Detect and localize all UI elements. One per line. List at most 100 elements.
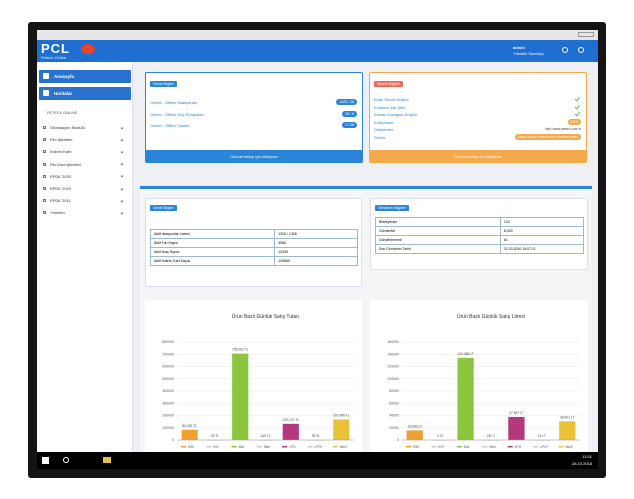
value-label: 167,906 TL bbox=[333, 413, 350, 417]
y-tick-label: 600000 bbox=[162, 365, 174, 369]
status-check bbox=[574, 103, 581, 109]
clock-time: 11:51 bbox=[582, 454, 592, 459]
status-label[interactable]: Online - Offline İstasyonlar bbox=[150, 100, 198, 105]
value-label: 14 LT bbox=[538, 434, 546, 438]
partner-logo bbox=[81, 44, 95, 54]
table-row: Son Gönderim Tarihi 21.03.2020 15:07:11 bbox=[375, 244, 585, 254]
value-label: 37,657 LT bbox=[509, 411, 524, 415]
legend-swatch bbox=[231, 446, 237, 448]
bar bbox=[432, 439, 449, 441]
legend-swatch bbox=[456, 446, 462, 448]
nav-icon bbox=[43, 90, 49, 96]
system-value: 3.5.0 bbox=[567, 119, 581, 125]
y-tick-label: 120000 bbox=[387, 365, 399, 369]
info-card: Genel Bilgiler Aktif İstasyonlar Listesi… bbox=[145, 198, 362, 287]
table-row: Aktif İndirim Kart Sayısı 126669 bbox=[149, 256, 358, 266]
menu-icon bbox=[43, 199, 46, 203]
status-label[interactable]: Online - Offline Köy Pompaları bbox=[150, 111, 204, 117]
table-cell: Bekleyenler bbox=[375, 217, 501, 227]
nav-item[interactable]: Haritalar bbox=[39, 87, 131, 100]
logo-subtitle: Petech Online bbox=[41, 55, 67, 60]
system-label: Kütüphane bbox=[374, 119, 394, 125]
legend-swatch bbox=[533, 446, 539, 448]
menu-item[interactable]: Yönetim bbox=[50, 210, 65, 216]
logout-icon[interactable] bbox=[578, 47, 584, 53]
legend-swatch bbox=[482, 446, 488, 448]
menu-icon bbox=[43, 174, 46, 178]
bar bbox=[181, 429, 198, 440]
menu-item[interactable]: Filo İşlemleri bbox=[50, 137, 73, 143]
chart-card: Ürün Bazlı Günlük Satış Tutarı 0 100000 200… bbox=[145, 300, 362, 452]
menu-item[interactable]: EPDK 2015 bbox=[50, 186, 71, 191]
search-icon[interactable] bbox=[63, 457, 69, 463]
table-cell: 8.433 bbox=[499, 226, 585, 236]
window-buttons[interactable] bbox=[578, 32, 594, 37]
value-label: 140 TL bbox=[260, 434, 270, 438]
y-tick-label: 0 bbox=[397, 438, 399, 442]
explorer-icon[interactable] bbox=[103, 457, 111, 463]
legend-label: LPG+ bbox=[314, 445, 323, 449]
table-cell: Aktif Araç Sayısı bbox=[149, 247, 276, 257]
menu-caret bbox=[120, 211, 124, 215]
table-row: Aktif İstasyonlar Listesi 1326 / 1326 bbox=[149, 229, 358, 239]
legend-swatch bbox=[558, 446, 564, 448]
table-cell: Aktif Filo Sayısı bbox=[149, 238, 276, 248]
status-card: Genel Bilgiler Güncel detay için tıklayı… bbox=[145, 72, 363, 163]
bar bbox=[257, 439, 274, 441]
settings-icon[interactable] bbox=[562, 47, 568, 53]
y-tick-label: 160000 bbox=[387, 340, 399, 344]
legend-swatch bbox=[431, 446, 437, 448]
data-table: Aktif İstasyonlar Listesi 1326 / 1326 Akti… bbox=[149, 229, 358, 266]
clock-date: 28.10.2018 bbox=[571, 461, 592, 466]
card-footer[interactable]: Güncel detay için tıklayınız bbox=[146, 150, 362, 163]
table-cell: Aktif İndirim Kart Sayısı bbox=[149, 256, 276, 266]
start-button[interactable] bbox=[42, 457, 49, 464]
legend-swatch bbox=[406, 446, 411, 448]
logo[interactable]: PCL bbox=[41, 41, 70, 56]
nav-item[interactable]: Anasayfa bbox=[39, 70, 131, 83]
menu-item[interactable]: EPDK 2011 bbox=[50, 198, 71, 204]
status-badge: 1326 / 28 bbox=[336, 99, 357, 105]
table-cell: Son Gönderim Tarihi bbox=[375, 244, 501, 254]
y-tick-label: 80000 bbox=[389, 389, 399, 393]
y-tick-label: 0 bbox=[172, 438, 174, 442]
menu-caret bbox=[120, 174, 124, 178]
menu-icon bbox=[43, 211, 46, 215]
section-label: PETECK ONLINE bbox=[47, 111, 78, 115]
system-label: Gelişmeler bbox=[374, 127, 394, 132]
table-row: Gönderildi 8.433 bbox=[375, 226, 585, 236]
legend-label: Mot bbox=[239, 445, 245, 449]
menu-item[interactable]: İndirim Kartı bbox=[50, 149, 72, 155]
menu-icon bbox=[43, 126, 46, 129]
y-tick-label: 700000 bbox=[162, 352, 174, 356]
card-title: Sistem Bilgileri bbox=[374, 81, 403, 87]
bar bbox=[482, 439, 500, 441]
bar bbox=[232, 353, 249, 440]
table-cell: 3556 bbox=[274, 238, 358, 248]
y-tick-label: 300000 bbox=[162, 401, 174, 405]
menu-icon bbox=[43, 138, 46, 142]
table-cell: 134 bbox=[499, 217, 585, 227]
menu-item[interactable]: EPDK 2020 bbox=[50, 173, 71, 179]
legend-label: K97 bbox=[438, 445, 444, 449]
legend-label: Mm2 bbox=[566, 445, 573, 449]
screen: PCL Petech Online admin Yönetici Sandıkç… bbox=[37, 30, 598, 452]
bar bbox=[307, 439, 325, 441]
system-value: http://www.petech.com.tr bbox=[544, 126, 581, 131]
chart: Ürün Bazlı Günlük Satış Litresi 0 20000 400… bbox=[387, 313, 580, 449]
menu-item[interactable]: Otomasyon Modülü bbox=[50, 125, 85, 130]
legend-swatch bbox=[181, 446, 186, 448]
legend-label: LPG bbox=[289, 445, 296, 449]
bar bbox=[508, 416, 525, 440]
menu-item[interactable]: Filo Kart İşlemleri bbox=[50, 161, 81, 167]
table-cell: 126669 bbox=[274, 256, 358, 266]
legend-swatch bbox=[507, 446, 513, 448]
legend-swatch bbox=[256, 446, 262, 448]
legend-label: LPG+ bbox=[540, 445, 549, 449]
status-label[interactable]: Online - Offline Tanker bbox=[150, 123, 190, 128]
card-footer[interactable]: Güncel detay için tıklayınız bbox=[370, 150, 586, 163]
legend-swatch bbox=[332, 446, 338, 448]
nav-label: Anasayfa bbox=[54, 74, 75, 79]
bar bbox=[559, 421, 576, 440]
